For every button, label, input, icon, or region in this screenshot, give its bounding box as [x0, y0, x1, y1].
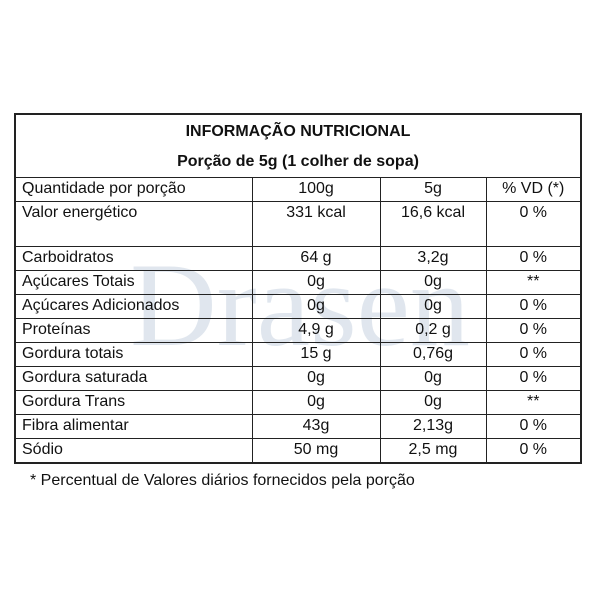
- amount-cell: 0g: [379, 270, 487, 295]
- table-row: Fibra alimentar 43g 2,13g 0 %: [16, 414, 580, 439]
- daily-value: 0 %: [485, 366, 580, 391]
- nutrient-grid: Quantidade por porção 100g 5g% VD (*) Valor…: [16, 178, 580, 462]
- amount-cell: 16,6 kcal: [379, 201, 487, 247]
- amount-cell: 15 g: [251, 342, 381, 367]
- amount-cell: 100g: [251, 178, 381, 202]
- amount-cell: 64 g: [251, 246, 381, 271]
- daily-value: 0 %: [485, 438, 580, 462]
- daily-value: **: [485, 270, 580, 295]
- label-title: INFORMAÇÃO NUTRICIONAL: [185, 123, 411, 140]
- amount-cell: 0,2 g: [379, 318, 487, 343]
- amount-cell: 2,13g: [379, 414, 487, 439]
- table-row: Gordura Trans 0g 0g **: [16, 390, 580, 415]
- table-row: Carboidratos 64 g 3,2g 0 %: [16, 246, 580, 271]
- nutrient-name: Proteínas: [16, 318, 253, 343]
- nutrient-name: Valor energético: [16, 201, 253, 247]
- daily-value: 0 %: [485, 414, 580, 439]
- amount-cell: 0g: [251, 390, 381, 415]
- amount-cell: 50 mg: [251, 438, 381, 462]
- amount-cell: 3,2g: [379, 246, 487, 271]
- portion-size: Porção de 5g (1 colher de sopa): [16, 147, 580, 178]
- nutrient-name: Fibra alimentar: [16, 414, 253, 439]
- table-row: Gordura saturada 0g 0g 0 %: [16, 366, 580, 391]
- nutrient-name: Gordura Trans: [16, 390, 253, 415]
- amount-cell: 331 kcal: [251, 201, 381, 247]
- daily-value: 0 %: [485, 342, 580, 367]
- nutrition-facts-table: INFORMAÇÃO NUTRICIONAL Porção de 5g (1 c…: [14, 113, 582, 464]
- amount-cell: 0g: [251, 294, 381, 319]
- nutrient-name: Sódio: [16, 438, 253, 462]
- table-row: Gordura totais 15 g 0,76g 0 %: [16, 342, 580, 367]
- nutrient-name: Gordura totais: [16, 342, 253, 367]
- daily-value: % VD (*): [485, 178, 580, 202]
- table-row: Valor energético 331 kcal 16,6 kcal 0 %: [16, 201, 580, 247]
- daily-value: **: [485, 390, 580, 415]
- amount-cell: 2,5 mg: [379, 438, 487, 462]
- nutrient-name: Gordura saturada: [16, 366, 253, 391]
- daily-value: 0 %: [485, 318, 580, 343]
- amount-cell: 0g: [251, 366, 381, 391]
- nutrient-name: Carboidratos: [16, 246, 253, 271]
- daily-value: 0 %: [485, 201, 580, 247]
- amount-cell: 4,9 g: [251, 318, 381, 343]
- table-row: Açúcares Totais 0g 0g **: [16, 270, 580, 295]
- table-row: Açúcares Adicionados 0g 0g 0 %: [16, 294, 580, 319]
- nutrient-name: Açúcares Adicionados: [16, 294, 253, 319]
- amount-cell: 0g: [379, 366, 487, 391]
- table-header-row: Quantidade por porção 100g 5g% VD (*): [16, 178, 580, 202]
- footnote: * Percentual de Valores diários fornecid…: [30, 472, 415, 489]
- amount-cell: 0g: [251, 270, 381, 295]
- amount-cell: 0,76g: [379, 342, 487, 367]
- amount-cell: 5g: [379, 178, 487, 202]
- nutrient-name: Açúcares Totais: [16, 270, 253, 295]
- daily-value: 0 %: [485, 246, 580, 271]
- daily-value: 0 %: [485, 294, 580, 319]
- amount-cell: 0g: [379, 294, 487, 319]
- nutrient-name: Quantidade por porção: [16, 178, 253, 202]
- amount-cell: 43g: [251, 414, 381, 439]
- table-row: Sódio 50 mg 2,5 mg 0 %: [16, 438, 580, 462]
- amount-cell: 0g: [379, 390, 487, 415]
